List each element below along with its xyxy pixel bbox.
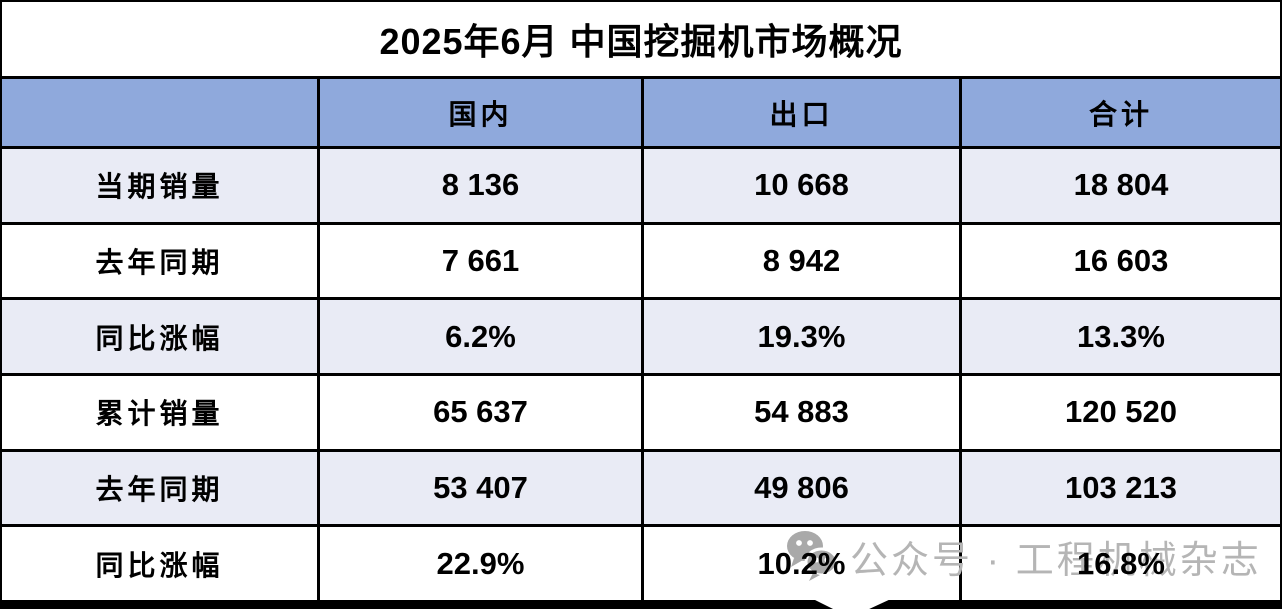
table-cell: 18 804 <box>959 146 1280 222</box>
table-cell: 6.2% <box>317 297 641 373</box>
table-title-text: 2025年6月 中国挖掘机市场概况 <box>379 21 903 62</box>
column-header-empty <box>2 76 317 146</box>
bottom-notch-artifact <box>809 597 895 609</box>
table-cell: 65 637 <box>317 372 641 449</box>
table-cell: 53 407 <box>317 448 641 525</box>
table-cell: 8 136 <box>317 146 641 222</box>
row-label-yoy-cumulative: 同比涨幅 <box>2 524 317 600</box>
table-cell: 10.2% <box>641 524 959 600</box>
table-cell: 103 213 <box>959 448 1280 525</box>
table-cell: 54 883 <box>641 372 959 449</box>
table-cell: 16 603 <box>959 221 1280 298</box>
table-cell: 10 668 <box>641 146 959 222</box>
table-cell: 16.8% <box>959 524 1280 600</box>
table-cell: 49 806 <box>641 448 959 525</box>
row-label-last-year-cumulative: 去年同期 <box>2 448 317 525</box>
row-label-last-year-month: 去年同期 <box>2 221 317 298</box>
table-cell: 13.3% <box>959 297 1280 373</box>
column-header-export: 出口 <box>641 76 959 146</box>
table-cell: 7 661 <box>317 221 641 298</box>
row-label-current-sales: 当期销量 <box>2 146 317 222</box>
row-label-yoy-month: 同比涨幅 <box>2 297 317 373</box>
column-header-domestic: 国内 <box>317 76 641 146</box>
row-label-cumulative-sales: 累计销量 <box>2 372 317 449</box>
table-cell: 22.9% <box>317 524 641 600</box>
table-cell: 120 520 <box>959 372 1280 449</box>
table-title: 2025年6月 中国挖掘机市场概况 <box>2 2 1280 76</box>
table-cell: 8 942 <box>641 221 959 298</box>
column-header-total: 合计 <box>959 76 1280 146</box>
table-cell: 19.3% <box>641 297 959 373</box>
